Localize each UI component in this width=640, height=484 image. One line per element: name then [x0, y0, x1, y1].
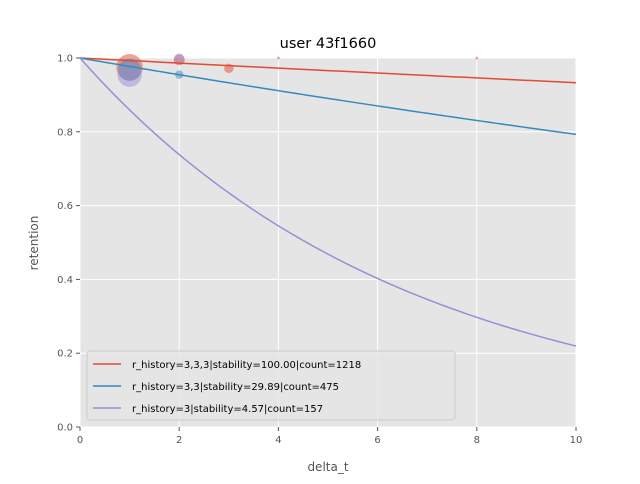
series-line	[79, 57, 577, 347]
x-tick-label: 10	[570, 435, 583, 446]
series-lines	[79, 57, 577, 347]
y-tick-label: 0.6	[57, 201, 73, 212]
x-tick-label: 6	[374, 435, 380, 446]
x-tick-label: 4	[275, 435, 281, 446]
scatter-points	[116, 53, 479, 87]
y-tick-label: 0.4	[57, 275, 73, 286]
data-point	[117, 62, 142, 87]
y-tick-label: 0.0	[57, 423, 73, 434]
legend-box	[86, 350, 456, 421]
legend-label: r_history=3,3,3|stability=100.00|count=1…	[132, 360, 361, 371]
x-tick-label: 2	[176, 435, 182, 446]
y-ticks: 0.0 0.2 0.4 0.6 0.8 1.0	[57, 54, 80, 434]
data-point	[475, 56, 479, 60]
y-tick-label: 1.0	[57, 54, 73, 65]
series-line	[79, 57, 577, 136]
legend-label: r_history=3|stability=4.57|count=157	[132, 404, 323, 415]
chart-title: user 43f1660	[280, 36, 377, 52]
x-tick-label: 8	[474, 435, 480, 446]
legend: r_history=3,3,3|stability=100.00|count=1…	[86, 350, 456, 421]
legend-label: r_history=3,3|stability=29.89|count=475	[132, 382, 339, 393]
data-point	[173, 53, 185, 64]
y-tick-label: 0.8	[57, 127, 73, 138]
series-line	[79, 57, 577, 84]
x-ticks: 0 2 4 6 8 10	[77, 427, 583, 446]
y-tick-label: 0.2	[57, 349, 73, 360]
x-tick-label: 0	[77, 435, 83, 446]
x-axis-label: delta_t	[307, 460, 348, 474]
data-point	[276, 56, 280, 60]
y-axis-label: retention	[27, 216, 41, 271]
